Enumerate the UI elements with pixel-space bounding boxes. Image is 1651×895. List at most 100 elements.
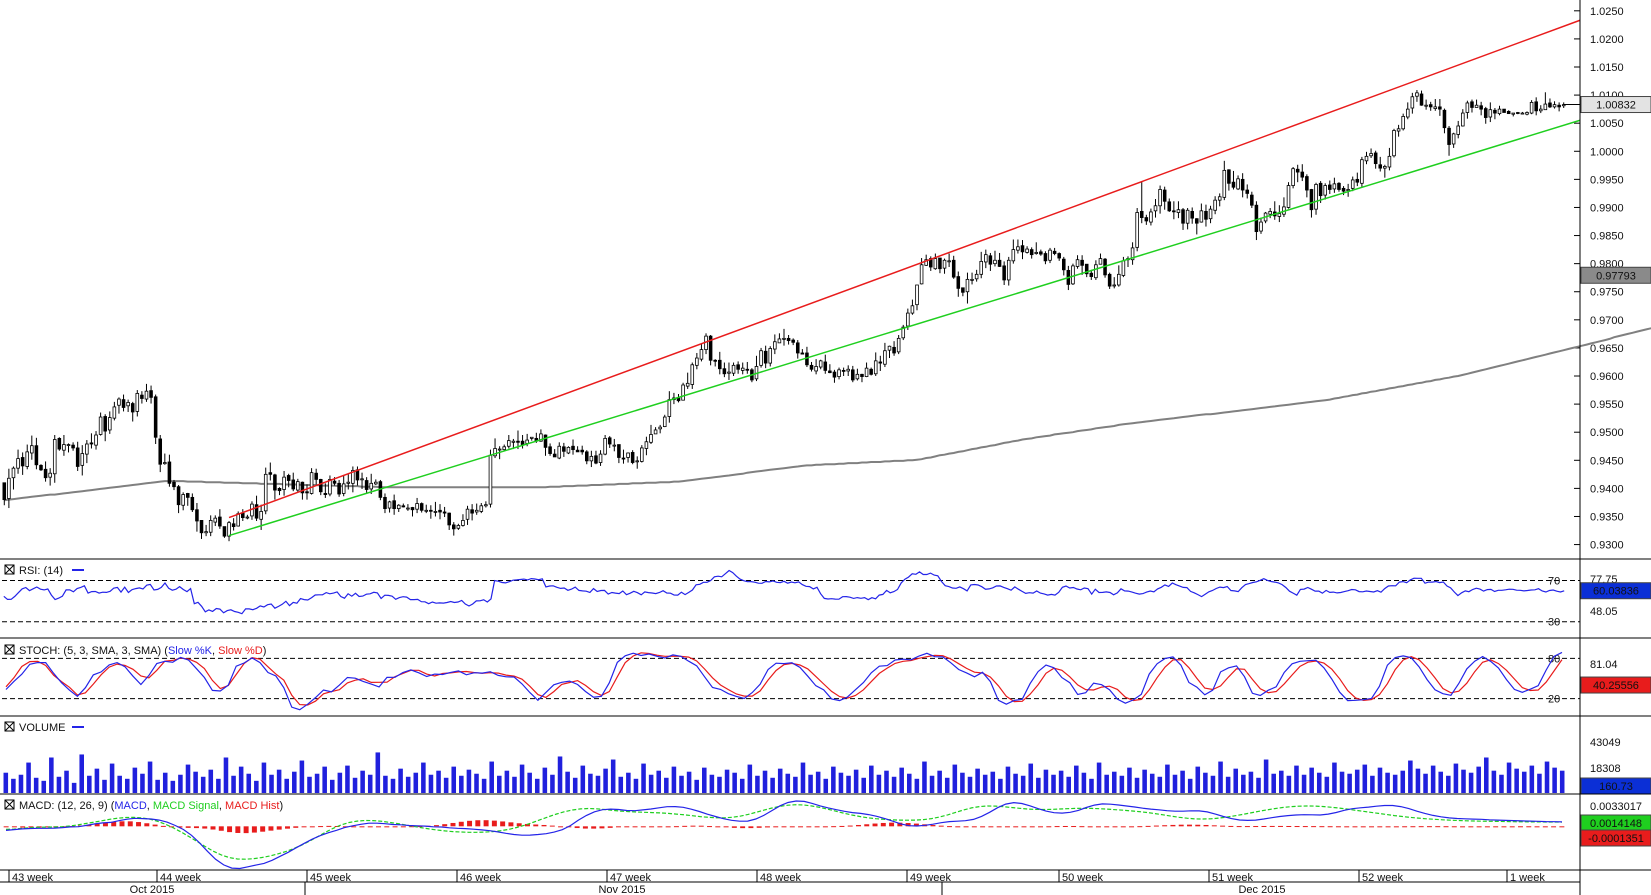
- volume-bar: [702, 767, 707, 793]
- macd-hist-bar: [723, 826, 729, 828]
- rsi-close-icon[interactable]: [4, 564, 15, 575]
- stoch-close-icon[interactable]: [4, 644, 15, 655]
- macd-hist-bar: [376, 826, 382, 828]
- candle-up: [62, 444, 66, 451]
- candle-up: [557, 445, 562, 459]
- candle-up: [658, 426, 662, 430]
- volume-bar: [891, 776, 897, 793]
- volume-mid-label: 18308: [1590, 763, 1621, 775]
- price-panel[interactable]: 1.02501.02001.01501.01001.00501.00000.99…: [2, 6, 1651, 552]
- candle-down: [1231, 181, 1236, 188]
- macd-hist-bar: [756, 826, 762, 828]
- macd-panel[interactable]: MACD: (12, 26, 9) (MACD, MACD Signal, MA…: [3, 799, 1651, 870]
- macd-hist-bar: [649, 826, 655, 828]
- macd-hist-bar: [508, 822, 514, 827]
- candle-up: [1025, 248, 1029, 253]
- candle-up: [1236, 178, 1240, 190]
- macd-hist-bar: [1079, 826, 1085, 828]
- volume-bar: [231, 775, 236, 793]
- macd-close-icon[interactable]: [4, 799, 15, 810]
- volume-bar: [694, 779, 699, 793]
- volume-bar: [884, 770, 889, 793]
- macd-hist-value-label-box: [1580, 829, 1651, 847]
- current-price-label: 1.00832: [1596, 100, 1636, 112]
- candle-up: [112, 406, 117, 419]
- stochastic-panel[interactable]: STOCH: (5, 3, SMA, 3, SMA) (Slow %K, Slo…: [2, 644, 1651, 711]
- macd-hist-bar: [640, 826, 646, 828]
- macd-hist-bar: [218, 826, 224, 831]
- candle-down: [1089, 272, 1094, 277]
- candle-down: [1195, 218, 1199, 224]
- macd-hist-bar: [1542, 826, 1548, 828]
- macd-hist-bar: [1526, 826, 1532, 828]
- volume-bar: [869, 765, 874, 793]
- macd-hist-bar: [1186, 824, 1192, 827]
- macd-hist-bar: [384, 826, 390, 828]
- volume-bar: [140, 773, 145, 793]
- volume-bar: [610, 759, 616, 793]
- volume-bar: [542, 767, 548, 793]
- candle-down: [1240, 178, 1245, 191]
- macd-hist-bar: [1228, 825, 1234, 827]
- candle-down: [241, 512, 245, 519]
- candle-down: [988, 255, 993, 265]
- macd-hist-bar: [102, 822, 108, 827]
- volume-bar: [481, 778, 487, 793]
- candle-up: [259, 511, 263, 520]
- candle-down: [451, 524, 456, 530]
- macd-hist-bar: [781, 826, 787, 828]
- volume-bar: [1051, 774, 1056, 793]
- volume-bar: [292, 771, 297, 793]
- macd-hist-bar: [1410, 826, 1416, 828]
- candle-up: [699, 349, 704, 360]
- candle-down: [195, 509, 199, 522]
- candle-up: [662, 416, 667, 427]
- macd-hist-bar: [1385, 826, 1391, 828]
- macd-hist-bar: [1004, 826, 1010, 828]
- volume-bar: [1484, 757, 1489, 793]
- macd-hist-bar: [715, 826, 721, 828]
- macd-hist-bar: [955, 826, 961, 828]
- volume-bar: [990, 771, 996, 793]
- volume-bar: [1392, 774, 1398, 793]
- candle-up: [846, 368, 850, 372]
- candle-up: [406, 507, 410, 510]
- week-label: 50 week: [1062, 872, 1103, 884]
- volume-bar: [1248, 771, 1254, 793]
- volume-bar: [906, 773, 912, 793]
- macd-hist-bar: [855, 824, 861, 827]
- volume-bar: [421, 762, 426, 793]
- candle-down: [562, 446, 566, 452]
- volume-bar: [838, 772, 844, 793]
- candle-up: [1332, 183, 1337, 190]
- macd-hist-bar: [433, 825, 439, 827]
- volume-bar: [367, 774, 373, 793]
- volume-close-icon[interactable]: [4, 721, 15, 732]
- macd-hist-bar: [1211, 825, 1217, 827]
- volume-bar: [489, 761, 494, 793]
- month-label: Nov 2015: [598, 884, 645, 895]
- volume-bar: [747, 764, 753, 793]
- candle-down: [1373, 152, 1378, 165]
- volume-bar: [216, 778, 221, 793]
- candle-up: [984, 254, 988, 263]
- macd-hist-bar: [367, 826, 373, 828]
- volume-panel[interactable]: VOLUME 43049 18308 160.73: [3, 721, 1651, 795]
- candle-up: [1346, 189, 1350, 192]
- volume-bar: [793, 776, 798, 793]
- volume-bar: [269, 774, 274, 793]
- macd-hist-bar: [764, 826, 770, 828]
- candle-up: [1185, 209, 1190, 224]
- candle-down: [1167, 201, 1172, 212]
- candle-up: [1461, 112, 1465, 127]
- macd-hist-bar: [202, 826, 208, 829]
- candle-up: [1433, 106, 1438, 109]
- volume-bar: [238, 766, 244, 793]
- price-tick-label: 0.9700: [1590, 315, 1624, 327]
- volume-bar: [246, 773, 252, 793]
- candle-down: [172, 481, 176, 488]
- price-tick-label: 0.9300: [1590, 540, 1624, 552]
- candle-down: [1447, 127, 1451, 145]
- volume-bar: [1514, 768, 1519, 793]
